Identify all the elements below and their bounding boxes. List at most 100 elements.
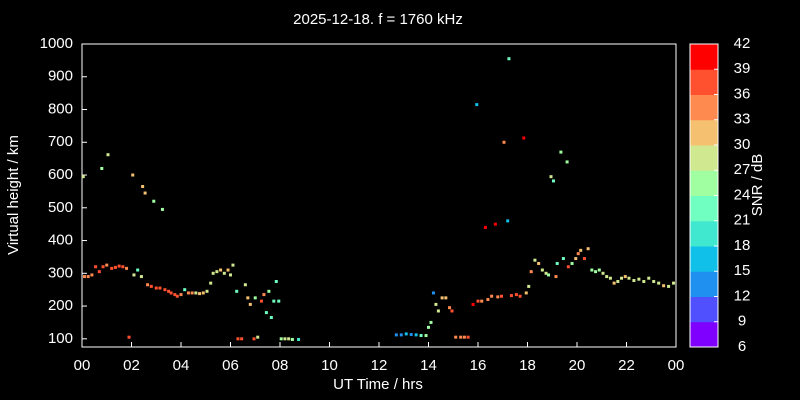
data-point [524, 291, 528, 295]
data-point [183, 288, 187, 292]
data-point [466, 335, 470, 339]
data-point [448, 306, 452, 310]
data-point [459, 335, 463, 339]
data-point [555, 261, 559, 265]
colorbar-band [690, 220, 718, 247]
data-point [82, 275, 86, 279]
data-point [522, 136, 526, 140]
data-point [279, 337, 283, 341]
data-point [551, 179, 555, 183]
data-point [256, 335, 260, 339]
x-tick-label: 00 [668, 357, 685, 374]
data-point [627, 276, 631, 280]
x-tick-label: 20 [569, 357, 586, 374]
data-point [186, 291, 190, 295]
data-point [561, 257, 565, 261]
colorbar-tick-label: 24 [734, 186, 751, 203]
data-point [222, 271, 226, 275]
data-point [429, 320, 433, 324]
data-point [259, 299, 263, 303]
colorbar-tick-label: 33 [734, 111, 751, 128]
data-point [576, 252, 580, 256]
data-point [444, 296, 448, 300]
data-point [529, 270, 533, 274]
x-tick-label: 22 [618, 357, 635, 374]
data-point [190, 291, 194, 295]
data-point [274, 279, 278, 283]
data-point [167, 289, 171, 293]
data-point [672, 281, 676, 285]
data-point [209, 281, 213, 285]
data-point [219, 268, 223, 272]
data-point [246, 296, 250, 300]
data-point [590, 268, 594, 272]
data-point [514, 293, 518, 297]
data-point [154, 286, 158, 290]
data-point [127, 335, 131, 339]
data-point [163, 288, 167, 292]
plot-frame [81, 43, 677, 348]
data-point [612, 281, 616, 285]
data-point [490, 294, 494, 298]
data-point [90, 273, 94, 277]
data-point [169, 291, 173, 295]
colorbar-tick-label: 15 [734, 262, 751, 279]
data-point [131, 173, 135, 177]
data-point [205, 289, 209, 293]
y-tick-label: 1000 [40, 35, 73, 52]
data-point [642, 279, 646, 283]
data-point [136, 268, 140, 272]
colorbar-band [690, 246, 718, 272]
data-point [264, 311, 268, 315]
data-point [101, 265, 105, 269]
data-point [566, 265, 570, 269]
x-tick-label: 16 [470, 357, 487, 374]
data-point [662, 284, 666, 288]
data-point [462, 335, 466, 339]
data-point [179, 293, 183, 297]
colorbar-band [690, 69, 718, 95]
colorbar-band [690, 44, 718, 70]
data-point [173, 293, 177, 297]
data-point [409, 333, 413, 337]
data-point [110, 266, 114, 270]
colorbar-band [690, 119, 718, 146]
data-point [623, 275, 627, 279]
data-point [502, 140, 506, 144]
data-point [507, 57, 511, 61]
data-point [657, 281, 661, 285]
data-point [404, 332, 408, 336]
data-point [454, 335, 458, 339]
data-point [240, 337, 244, 341]
data-point [480, 299, 484, 303]
data-point [586, 247, 590, 251]
data-point [105, 263, 109, 267]
data-point [198, 292, 202, 296]
data-point [201, 291, 205, 295]
data-point [149, 284, 153, 288]
y-tick-label: 900 [48, 68, 73, 85]
x-axis-label: UT Time / hrs [333, 376, 423, 393]
data-point [608, 276, 612, 280]
data-point [594, 270, 598, 274]
data-point [506, 219, 510, 223]
x-tick-label: 14 [420, 357, 437, 374]
colorbar-band [690, 296, 718, 323]
data-point [509, 294, 513, 298]
data-point [253, 296, 257, 300]
data-point [434, 302, 438, 306]
x-tick-label: 10 [321, 357, 338, 374]
data-point [215, 270, 219, 274]
data-point [554, 275, 558, 279]
data-point [486, 298, 490, 302]
chart-title: 2025-12-18. f = 1760 kHz [293, 11, 463, 28]
data-point [476, 299, 480, 303]
data-point [97, 270, 101, 274]
data-point [252, 337, 256, 341]
data-point [152, 199, 156, 203]
data-point [424, 334, 428, 338]
data-point [533, 258, 537, 262]
data-point [565, 160, 569, 164]
data-point [574, 257, 578, 261]
